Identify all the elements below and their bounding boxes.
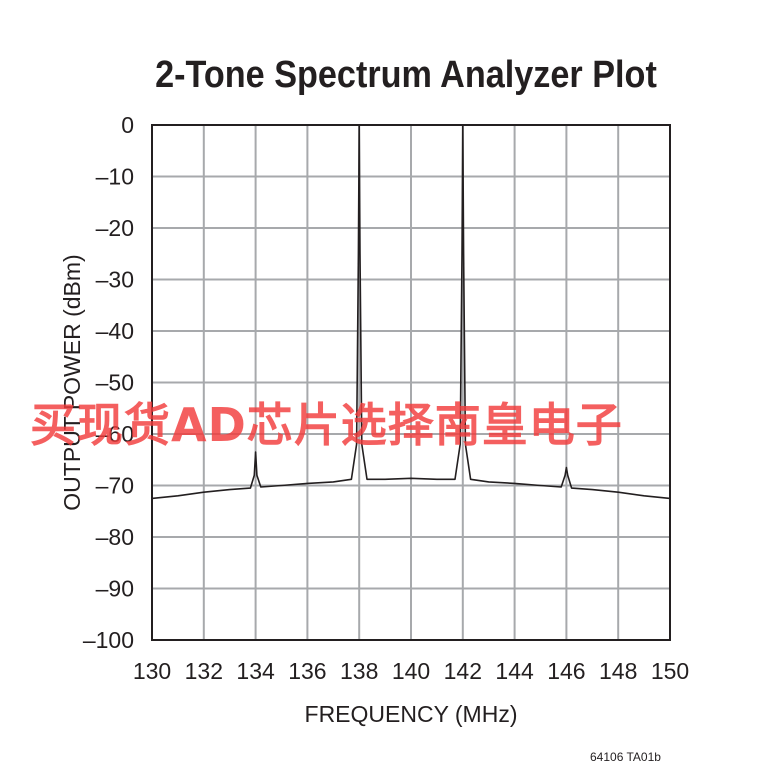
y-tick-label: –20 bbox=[96, 215, 134, 241]
x-tick-label: 148 bbox=[599, 658, 637, 684]
x-tick-label: 132 bbox=[185, 658, 223, 684]
y-tick-label: –50 bbox=[96, 370, 134, 396]
watermark-text: 买现货AD芯片选择南皇电子 bbox=[30, 398, 623, 452]
y-tick-label: 0 bbox=[121, 112, 134, 138]
y-tick-label: –40 bbox=[96, 318, 134, 344]
x-tick-label: 130 bbox=[133, 658, 171, 684]
x-tick-labels: 130 132 134 136 138 140 142 144 146 148 150 bbox=[133, 658, 689, 684]
spectrum-trace bbox=[151, 124, 671, 500]
y-tick-label: –10 bbox=[96, 164, 134, 190]
y-tick-label: –70 bbox=[96, 473, 134, 499]
y-tick-labels: 0 –10 –20 –30 –40 –50 –60 –70 –80 –90 –100 bbox=[83, 112, 134, 653]
x-tick-label: 146 bbox=[547, 658, 585, 684]
y-tick-label: –60 bbox=[96, 421, 134, 447]
x-tick-label: 138 bbox=[340, 658, 378, 684]
trace-layer bbox=[151, 124, 671, 500]
y-tick-label: –80 bbox=[96, 524, 134, 550]
x-tick-label: 136 bbox=[288, 658, 326, 684]
figure-code: 64106 TA01b bbox=[590, 750, 661, 764]
y-axis-label: OUTPUT POWER (dBm) bbox=[59, 254, 85, 510]
x-tick-label: 150 bbox=[651, 658, 689, 684]
y-tick-label: –90 bbox=[96, 576, 134, 602]
chart-title: 2-Tone Spectrum Analyzer Plot bbox=[155, 54, 657, 96]
y-tick-label: –100 bbox=[83, 627, 134, 653]
x-tick-label: 134 bbox=[236, 658, 275, 684]
x-tick-label: 142 bbox=[444, 658, 482, 684]
y-tick-label: –30 bbox=[96, 267, 134, 293]
x-tick-label: 140 bbox=[392, 658, 430, 684]
x-tick-label: 144 bbox=[495, 658, 534, 684]
x-axis-label: FREQUENCY (MHz) bbox=[305, 701, 518, 727]
grid bbox=[151, 124, 671, 641]
plot-frame bbox=[151, 124, 671, 641]
